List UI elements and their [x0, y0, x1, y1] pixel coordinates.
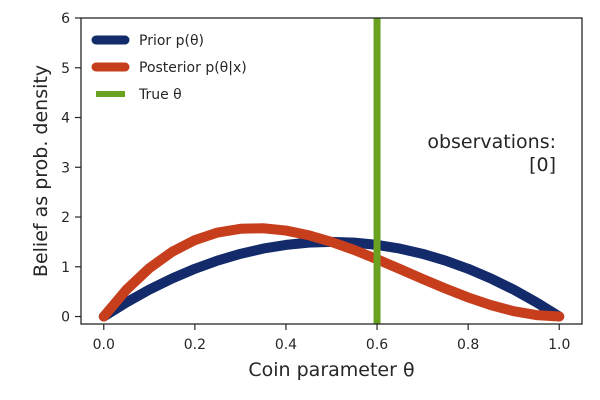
y-axis-label: Belief as prob. density [30, 65, 52, 277]
legend-label-posterior: Posterior p(θ|x) [139, 60, 247, 76]
legend-label-true-theta: True θ [138, 87, 182, 103]
x-tick-label: 0.4 [275, 337, 297, 353]
legend: Prior p(θ) Posterior p(θ|x) True θ [91, 33, 247, 103]
x-tick-label: 0.8 [457, 337, 479, 353]
x-axis-label: Coin parameter θ [248, 359, 414, 381]
y-tick-label: 5 [61, 61, 70, 77]
x-tick-label: 0.2 [184, 337, 206, 353]
y-tick-label: 3 [61, 160, 70, 176]
x-tick-label: 0.6 [366, 337, 388, 353]
y-tick-label: 0 [61, 310, 70, 326]
y-tick-label: 1 [61, 260, 70, 276]
observations-label: observations: [427, 131, 556, 153]
legend-label-prior: Prior p(θ) [139, 33, 204, 49]
y-tick-label: 2 [61, 210, 70, 226]
x-tick-label: 1.0 [548, 337, 570, 353]
plot-frame [80, 17, 583, 325]
y-tick-label: 6 [61, 11, 70, 27]
ticks-layer: 0.0 0.2 0.4 0.6 0.8 1.0 0 1 2 3 4 5 6 [61, 11, 570, 353]
x-tick-label: 0.0 [93, 337, 115, 353]
observations-value: [0] [529, 154, 556, 176]
y-tick-label: 4 [61, 111, 70, 127]
series-line-posterior [98, 223, 565, 322]
data-layer [98, 18, 565, 324]
